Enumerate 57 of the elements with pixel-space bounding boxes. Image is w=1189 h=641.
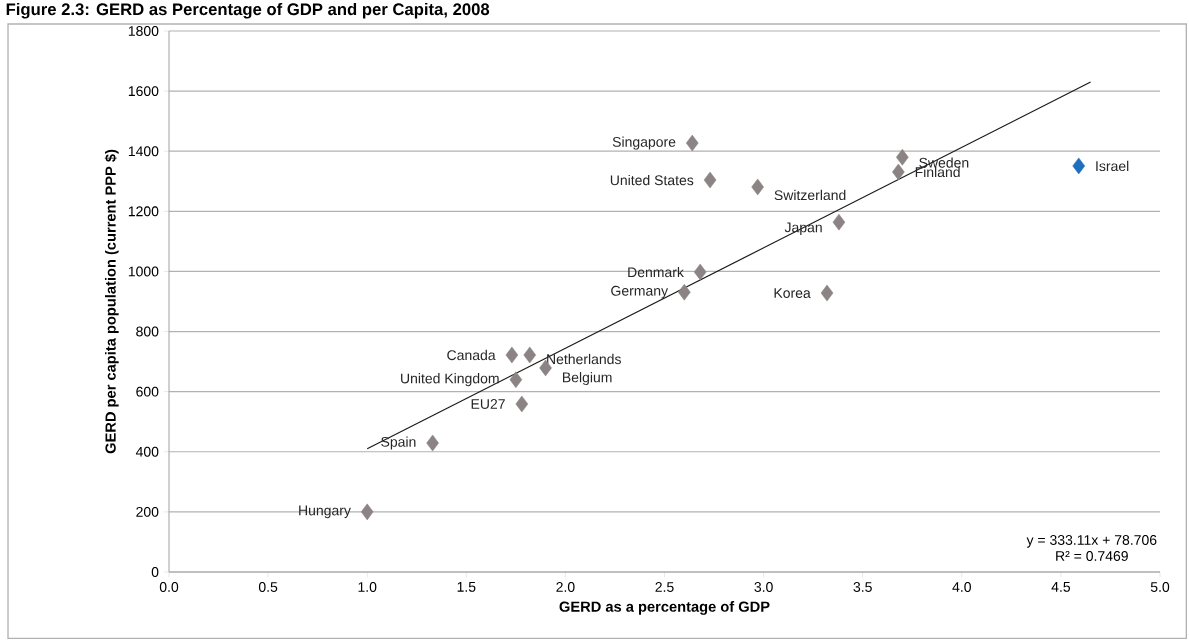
point: [685, 134, 699, 152]
y-tick-label: 1000: [128, 266, 159, 277]
point: [523, 346, 536, 364]
y-tick-label: 0: [151, 567, 159, 577]
chart-title: Figure 2.3: GERD as Percentage of GDP and per Capita, 2008: [6, 2, 490, 19]
annotation: Israel: [1096, 160, 1129, 172]
point: [1072, 157, 1086, 175]
annotation: Switzerland: [774, 189, 846, 201]
point: [678, 283, 691, 301]
point: [751, 178, 764, 196]
point: [892, 163, 905, 181]
annotation: Germany: [611, 285, 669, 299]
x-tick-label: 2.5: [655, 582, 674, 592]
x-tick-label: 1.5: [457, 582, 476, 592]
annotation: Belgium: [563, 372, 612, 386]
x-axis-title: GERD as a percentage of GDP: [559, 601, 770, 615]
point: [509, 371, 523, 388]
annotation: United States: [610, 174, 694, 186]
x-tick-label: 3.0: [754, 582, 773, 592]
x-tick-label: 4.5: [1051, 582, 1071, 592]
annotation: Spain: [381, 436, 416, 450]
annotation: y = 333.11x + 78.706: [1026, 535, 1157, 548]
annotation: Finland: [915, 166, 960, 178]
y-tick-label: 1800: [128, 26, 159, 36]
y-tick-label: 200: [136, 506, 159, 517]
x-tick-label: 0.0: [159, 582, 179, 592]
y-tick-label: 600: [136, 386, 159, 397]
point: [693, 263, 707, 281]
annotation: Korea: [774, 288, 811, 298]
point: [515, 395, 529, 413]
x-tick-label: 4.0: [952, 582, 971, 592]
annotation: Singapore: [612, 136, 676, 150]
x-tick-label: 1.0: [358, 582, 377, 592]
y-tick-label: 800: [136, 326, 159, 337]
point: [426, 434, 439, 452]
annotation: Hungary: [299, 505, 351, 519]
x-tick-label: 2.0: [556, 582, 575, 592]
point: [360, 503, 374, 521]
y-tick-label: 1200: [128, 206, 159, 217]
y-tick-label: 400: [135, 446, 159, 457]
point: [703, 171, 717, 189]
point: [896, 148, 909, 166]
point: [505, 346, 519, 364]
x-tick-label: 0.5: [258, 582, 278, 592]
annotation: EU27: [471, 399, 505, 409]
point: [832, 213, 846, 231]
y-tick-label: 1400: [128, 146, 159, 157]
point: [820, 284, 834, 302]
x-tick-label: 5.0: [1150, 582, 1170, 592]
x-tick-label: 3.5: [853, 582, 872, 592]
y-axis-title: GERD per capita population (current PPP $): [104, 149, 119, 454]
y-tick-label: 1600: [128, 86, 159, 97]
annotation: Canada: [447, 349, 496, 361]
annotation: Netherlands: [547, 353, 621, 365]
annotation: R² = 0.7469: [1056, 551, 1128, 561]
annotation: United Kingdom: [401, 373, 499, 387]
annotation: Denmark: [628, 266, 684, 278]
